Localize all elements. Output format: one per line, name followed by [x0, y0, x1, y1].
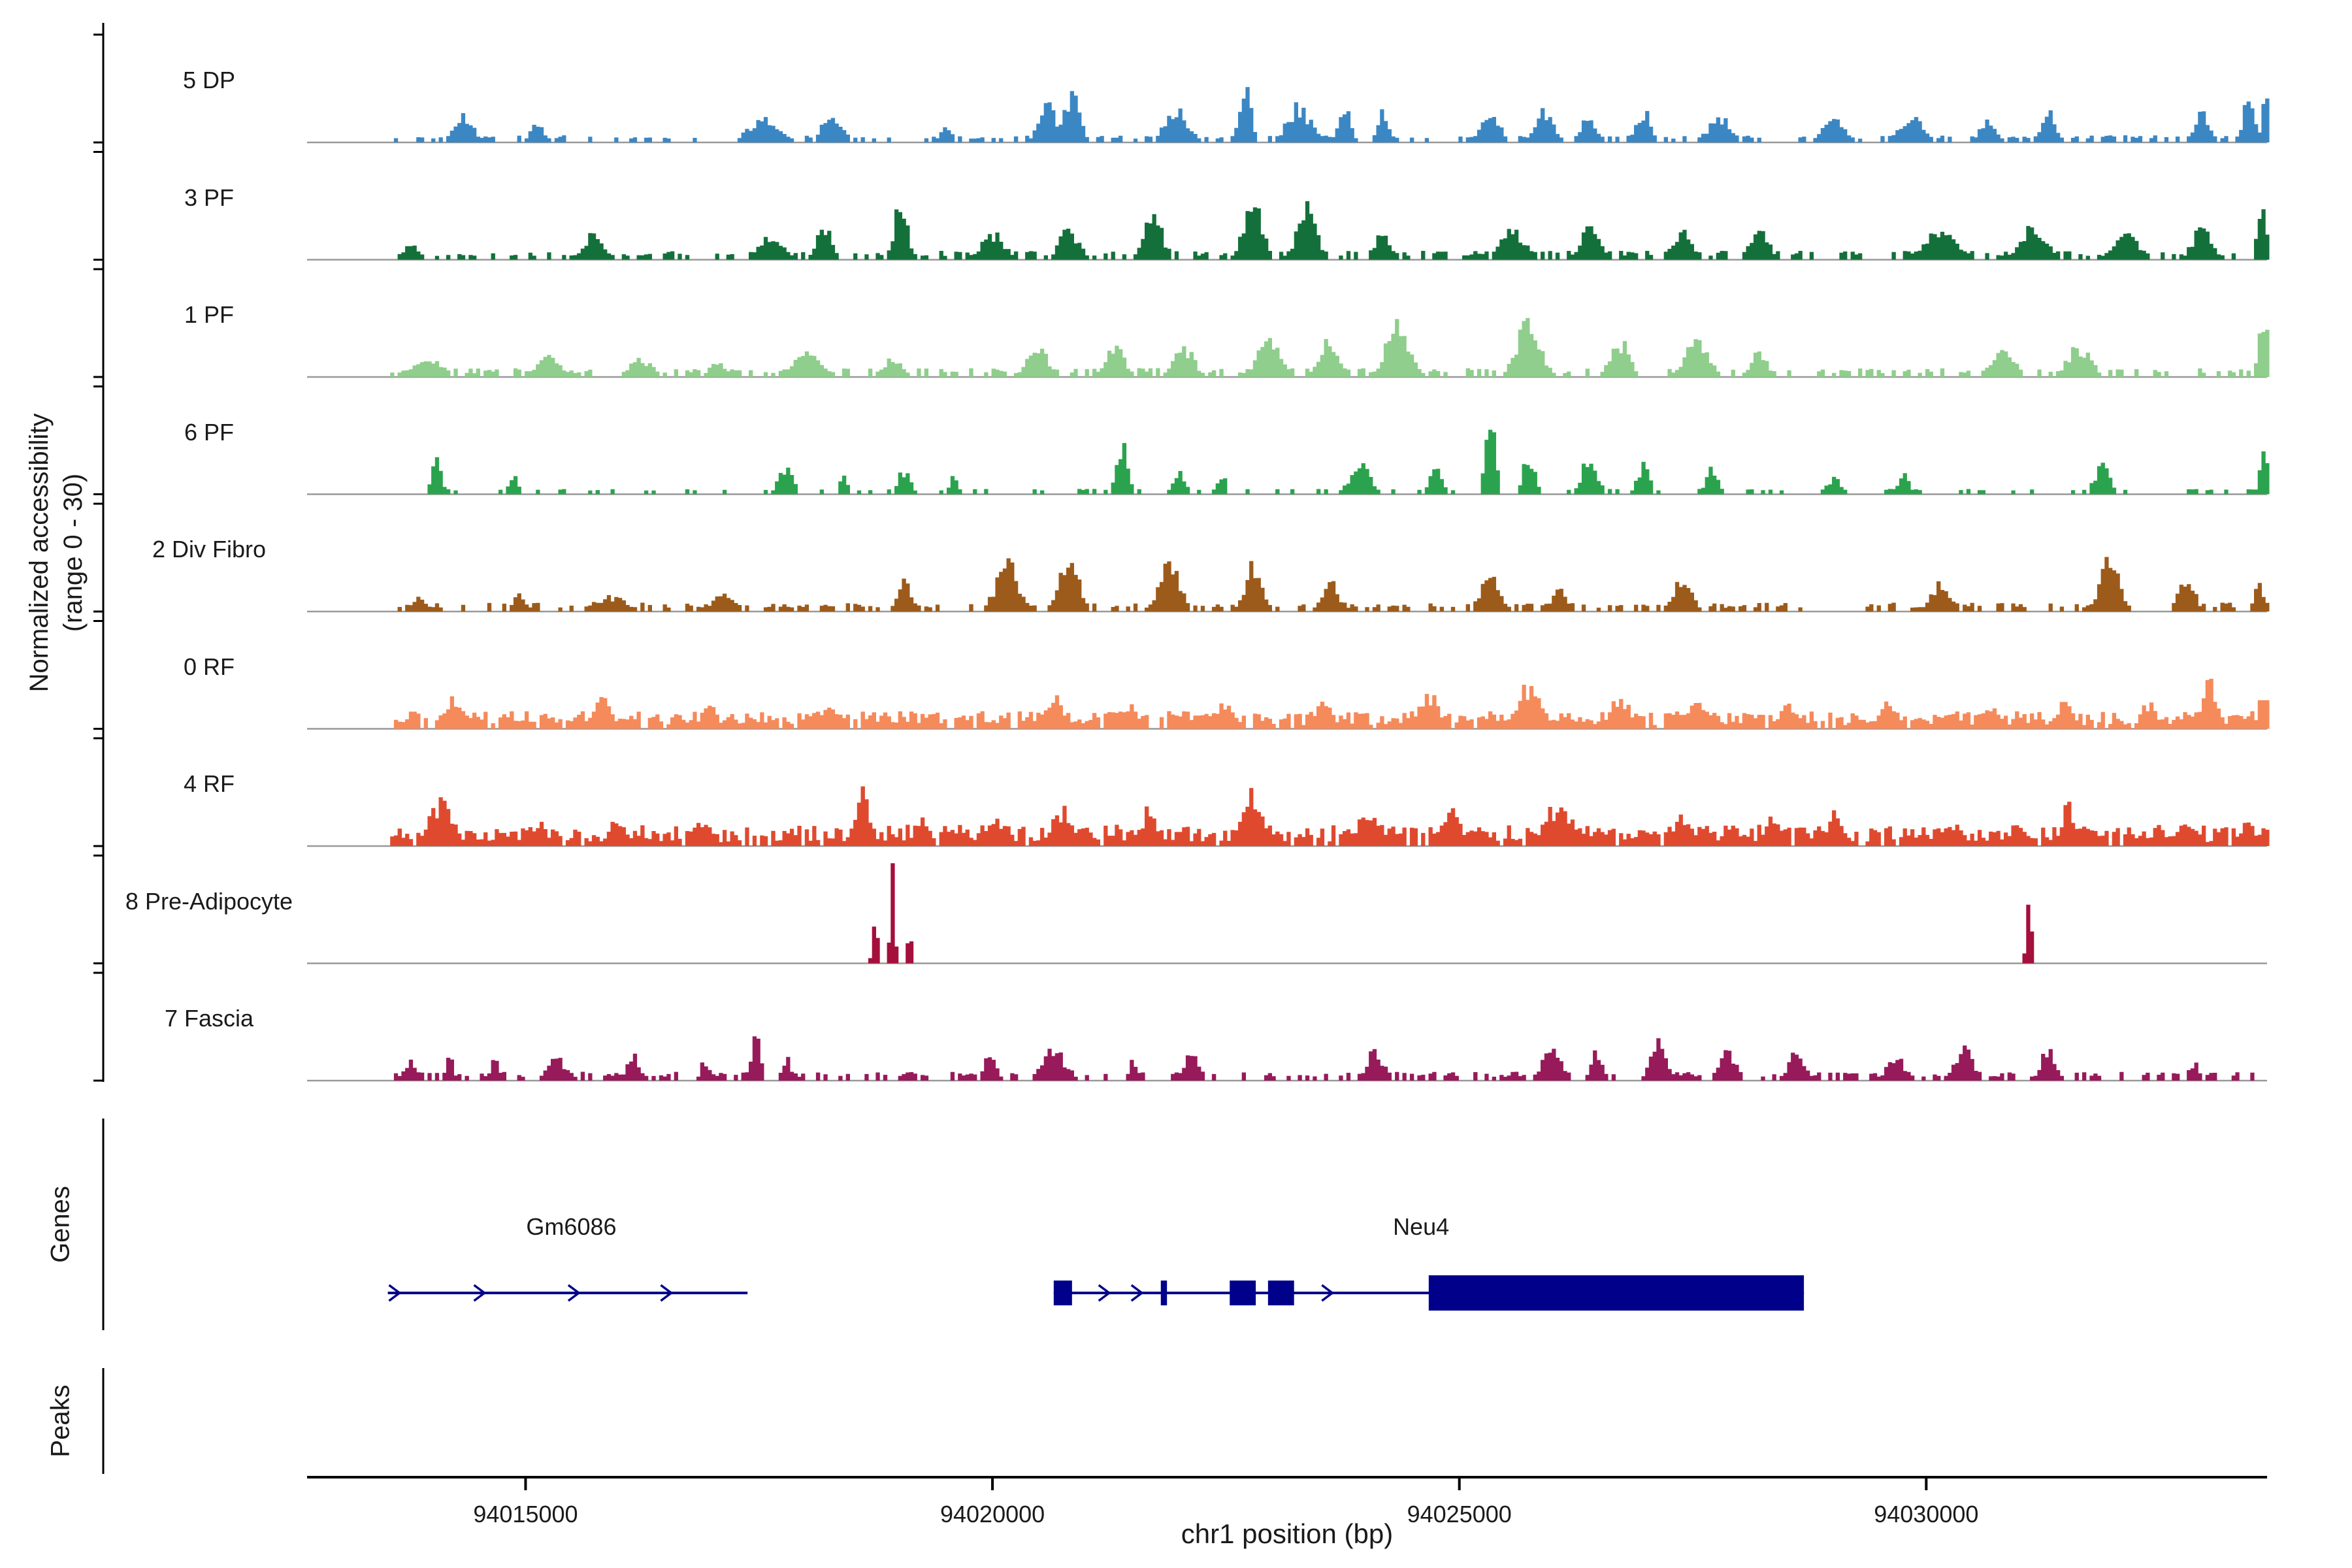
signal-3-pf [397, 201, 2270, 260]
signal-1-pf [390, 318, 2270, 377]
signal-6-pf [427, 429, 2270, 495]
gene-strand-arrow-gm6086 [660, 1284, 674, 1302]
gene-strand-arrow-neu4 [1130, 1284, 1144, 1302]
gene-strand-arrow-gm6086 [567, 1284, 581, 1302]
signal-4-rf [390, 786, 2270, 846]
gene-exon-neu4-0 [1053, 1281, 1072, 1305]
signal-7-fascia [393, 1036, 2255, 1081]
signal-5-dp [393, 87, 2270, 142]
gene-exon-neu4-4 [1428, 1275, 1805, 1311]
gene-exon-neu4-1 [1160, 1281, 1168, 1305]
signal-8-pre-adipocyte [868, 863, 2034, 964]
gene-strand-arrow-neu4 [1098, 1284, 1111, 1302]
gene-strand-arrow-neu4 [1321, 1284, 1335, 1302]
signal-2-div-fibro [397, 557, 2270, 612]
gene-strand-arrow-gm6086 [388, 1284, 402, 1302]
signal-0-rf [393, 678, 2270, 729]
gene-strand-arrow-gm6086 [473, 1284, 487, 1302]
gene-exon-neu4-3 [1267, 1281, 1294, 1305]
gene-exon-neu4-2 [1230, 1281, 1256, 1305]
